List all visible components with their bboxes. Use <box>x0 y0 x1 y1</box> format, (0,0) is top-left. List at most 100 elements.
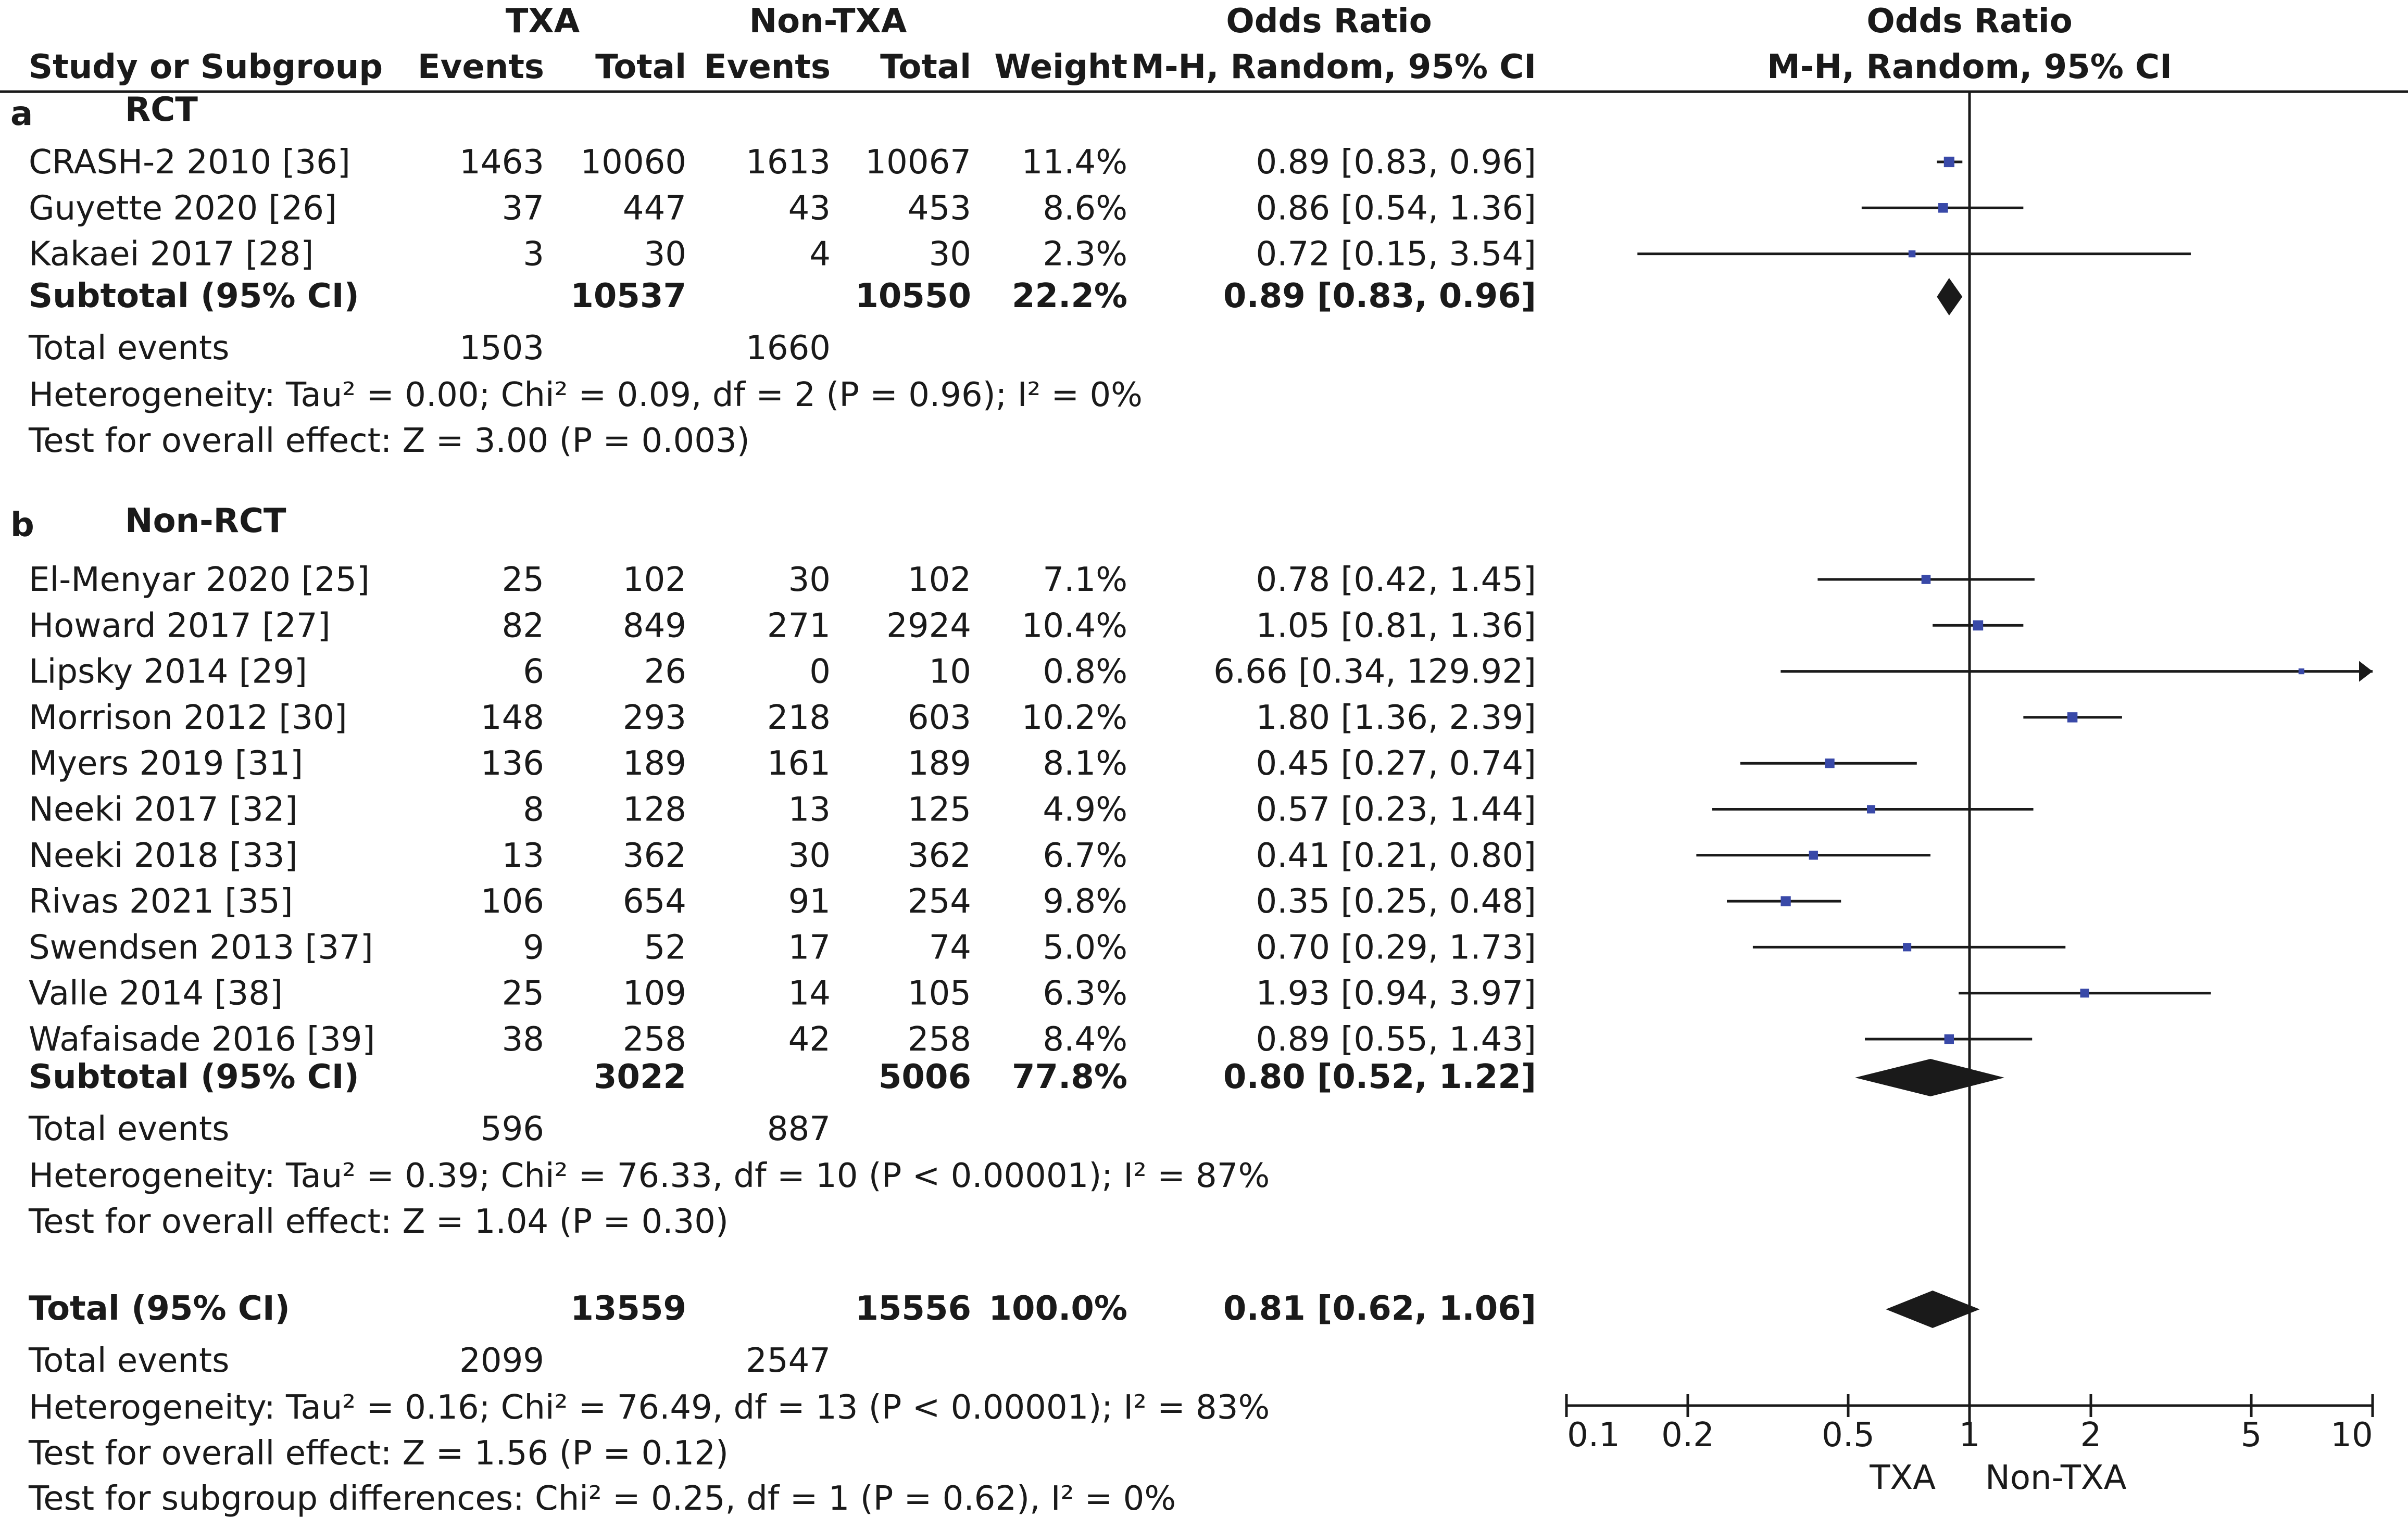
study-row-5-events-nontxa: 0 <box>809 653 831 691</box>
study-row-11-point <box>1903 943 1912 952</box>
study-row-7-total-nontxa: 189 <box>908 744 971 783</box>
total-diamond <box>1886 1291 1980 1328</box>
study-row-6-ci: 1.80 [1.36, 2.39] <box>1256 699 1536 737</box>
total-total-txa: 13559 <box>570 1290 686 1328</box>
study-row-4-total-nontxa: 2924 <box>886 606 971 645</box>
study-row-4-weight: 10.4% <box>1022 606 1127 645</box>
subgroup-a-diamond <box>1937 278 1963 315</box>
study-row-2-events-txa: 3 <box>523 235 544 274</box>
study-row-7-weight: 8.1% <box>1043 744 1127 783</box>
study-row-9-events-txa: 13 <box>502 837 544 875</box>
study-row-9-ci: 0.41 [0.21, 0.80] <box>1256 837 1536 875</box>
subgroup-b-letter: b <box>10 506 34 545</box>
study-row-10-total-nontxa: 254 <box>908 882 971 921</box>
study-row-1-total-txa: 447 <box>623 189 686 227</box>
or-title-left: Odds Ratio <box>1226 2 1432 41</box>
study-row-2-point <box>1908 250 1916 258</box>
study-row-7-events-nontxa: 161 <box>767 744 831 783</box>
study-row-10-point <box>1780 896 1791 906</box>
study-row-1-point <box>1938 203 1948 213</box>
study-row-0-name: CRASH-2 2010 [36] <box>29 143 350 182</box>
study-row-1-weight: 8.6% <box>1043 189 1127 227</box>
study-row-11-total-nontxa: 74 <box>929 928 971 967</box>
subgroup-b-subtotal-weight: 77.8% <box>1012 1058 1127 1096</box>
study-row-11-total-txa: 52 <box>644 928 686 967</box>
study-row-8-ci: 0.57 [0.23, 1.44] <box>1256 791 1536 829</box>
subgroup-a-events-nontxa: 1660 <box>746 329 831 368</box>
study-row-9-total-nontxa: 362 <box>908 837 971 875</box>
study-row-8-total-txa: 128 <box>623 791 686 829</box>
study-row-0-total-txa: 10060 <box>580 143 686 182</box>
study-row-6-weight: 10.2% <box>1022 699 1127 737</box>
study-row-13-name: Wafaisade 2016 [39] <box>29 1020 375 1059</box>
study-row-10-total-txa: 654 <box>623 882 686 921</box>
study-row-2-total-nontxa: 30 <box>929 235 971 274</box>
study-row-13-events-nontxa: 42 <box>788 1020 831 1059</box>
group-label-nontxa: Non-TXA <box>749 2 907 41</box>
study-row-11-events-nontxa: 17 <box>788 928 831 967</box>
subgroup-a-subtotal-label: Subtotal (95% CI) <box>29 277 359 315</box>
study-row-3-point <box>1921 575 1931 584</box>
study-row-12-events-nontxa: 14 <box>788 975 831 1013</box>
study-row-1-events-nontxa: 43 <box>788 189 831 227</box>
study-row-0-events-txa: 1463 <box>459 143 544 182</box>
study-row-8-point <box>1867 805 1876 814</box>
study-row-10-events-nontxa: 91 <box>788 882 831 921</box>
header-weight: Weight <box>994 48 1127 86</box>
header-total-nontxa: Total <box>880 48 971 86</box>
header-total-txa: Total <box>595 48 686 86</box>
study-row-13-ci: 0.89 [0.55, 1.43] <box>1256 1020 1536 1059</box>
study-row-7-name: Myers 2019 [31] <box>29 744 303 783</box>
study-row-3-total-txa: 102 <box>623 561 686 599</box>
study-row-7-ci: 0.45 [0.27, 0.74] <box>1256 744 1536 783</box>
study-row-3-events-nontxa: 30 <box>788 561 831 599</box>
study-row-8-name: Neeki 2017 [32] <box>29 791 297 829</box>
study-row-12-name: Valle 2014 [38] <box>29 975 283 1013</box>
x-tick-label: 1 <box>1959 1416 1980 1455</box>
subgroup-a-overall-effect: Test for overall effect: Z = 3.00 (P = 0… <box>28 422 750 460</box>
study-row-13-events-txa: 38 <box>502 1020 544 1059</box>
subgroup-b-subtotal-label: Subtotal (95% CI) <box>29 1058 359 1096</box>
subgroup-a-name: RCT <box>125 91 198 129</box>
subgroup-b-events-nontxa: 887 <box>767 1110 831 1148</box>
subgroup-b-subtotal-total-txa: 3022 <box>594 1058 686 1096</box>
study-row-2-total-txa: 30 <box>644 235 686 274</box>
study-row-1-ci: 0.86 [0.54, 1.36] <box>1256 189 1536 227</box>
subgroup-a-subtotal-total-nontxa: 10550 <box>855 277 971 315</box>
study-row-0-weight: 11.4% <box>1022 143 1127 182</box>
study-row-4-ci: 1.05 [0.81, 1.36] <box>1256 606 1536 645</box>
header-events-txa: Events <box>418 48 544 86</box>
study-row-4-events-nontxa: 271 <box>767 606 831 645</box>
study-row-12-weight: 6.3% <box>1043 975 1127 1013</box>
total-label: Total (95% CI) <box>29 1290 290 1328</box>
study-row-11-ci: 0.70 [0.29, 1.73] <box>1256 928 1536 967</box>
header-method-left: M-H, Random, 95% CI <box>1131 48 1536 86</box>
study-row-3-name: El-Menyar 2020 [25] <box>29 561 370 599</box>
total-weight: 100.0% <box>988 1290 1127 1328</box>
study-row-11-events-txa: 9 <box>523 928 544 967</box>
study-row-1-total-nontxa: 453 <box>908 189 971 227</box>
study-row-5-total-nontxa: 10 <box>929 653 971 691</box>
study-row-1-name: Guyette 2020 [26] <box>29 189 337 227</box>
study-row-2-events-nontxa: 4 <box>809 235 831 274</box>
total-heterogeneity: Heterogeneity: Tau² = 0.16; Chi² = 76.49… <box>29 1388 1270 1427</box>
study-row-10-weight: 9.8% <box>1043 882 1127 921</box>
study-row-4-point <box>1973 620 1984 631</box>
header-study: Study or Subgroup <box>29 48 383 86</box>
subgroup-a-events-label: Total events <box>28 329 229 368</box>
subgroup-a-letter: a <box>10 95 33 133</box>
study-row-5-point <box>2298 668 2304 675</box>
study-row-1-events-txa: 37 <box>502 189 544 227</box>
study-row-4-total-txa: 849 <box>623 606 686 645</box>
study-row-13-point <box>1944 1034 1954 1044</box>
x-tick-label: 0.2 <box>1661 1416 1714 1455</box>
total-overall-effect: Test for overall effect: Z = 1.56 (P = 0… <box>28 1434 729 1473</box>
study-row-10-name: Rivas 2021 [35] <box>29 882 293 921</box>
subgroup-b-diamond <box>1855 1059 2004 1096</box>
study-row-7-events-txa: 136 <box>481 744 544 783</box>
study-row-13-total-txa: 258 <box>623 1020 686 1059</box>
study-row-12-point <box>2080 989 2089 998</box>
x-tick-label: 0.1 <box>1567 1416 1620 1455</box>
study-row-7-point <box>1825 758 1835 768</box>
study-row-10-ci: 0.35 [0.25, 0.48] <box>1256 882 1536 921</box>
